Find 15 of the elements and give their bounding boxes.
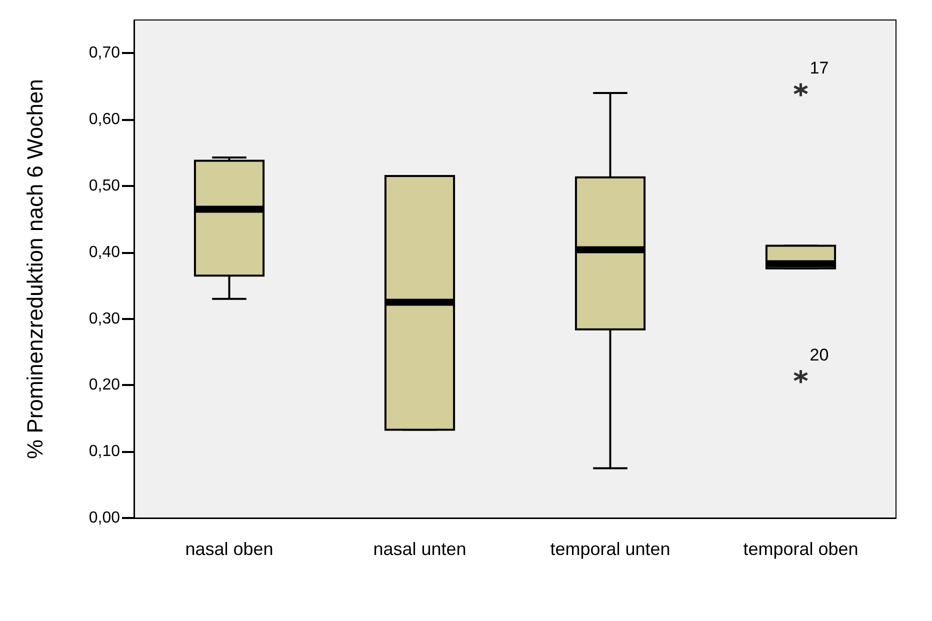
- y-tick-label: 0,60: [88, 111, 120, 128]
- x-tick-label: temporal oben: [743, 539, 858, 559]
- y-tick-label: 0,40: [88, 244, 120, 261]
- y-tick-label: 0,10: [88, 443, 120, 460]
- y-tick-label: 0,30: [88, 310, 120, 328]
- y-tick-label: 0,70: [88, 44, 120, 62]
- x-tick-label: temporal unten: [550, 539, 670, 559]
- x-tick-label: nasal oben: [185, 539, 274, 559]
- x-tick-label: nasal unten: [373, 539, 466, 559]
- y-tick-label: 0,50: [88, 178, 120, 194]
- y-tick-label: 0,00: [88, 510, 120, 526]
- y-tick-label: 0,20: [88, 376, 120, 394]
- annotation: 17: [810, 58, 829, 78]
- y-axis-title: % Prominenzreduktion nach 6 Wochen: [22, 79, 48, 459]
- annotation: 20: [810, 346, 829, 365]
